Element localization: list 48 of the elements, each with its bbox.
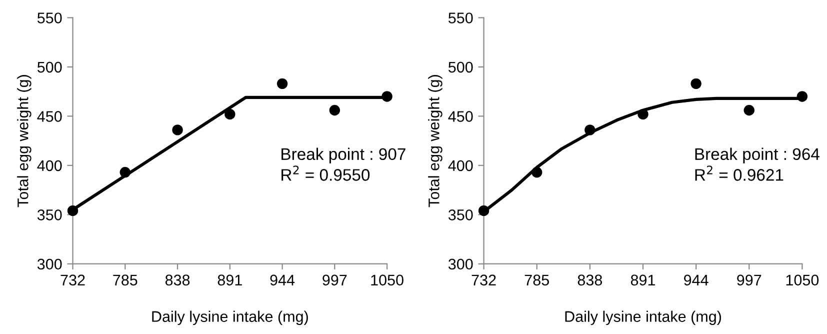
point [744, 104, 754, 116]
x-tick-label: 1050 [371, 274, 404, 286]
y-tick-label: 300 [448, 258, 473, 270]
y-tick-label: 350 [448, 209, 473, 220]
y-axis-title: Total egg weight (g) [428, 75, 442, 208]
point [478, 205, 490, 216]
y-tick-label: 400 [448, 160, 473, 172]
point [67, 205, 78, 216]
x-tick-label: 785 [113, 274, 138, 286]
annotation: Break point : 964 [695, 148, 820, 164]
y-tick-label: 500 [37, 62, 62, 73]
point [584, 124, 596, 136]
y-tick-label: 450 [448, 111, 473, 122]
y-tick-label: 400 [37, 160, 62, 172]
point [690, 78, 702, 90]
x-tick-label: 785 [524, 274, 549, 286]
x-tick-label: 997 [737, 274, 762, 286]
x-tick-label: 838 [578, 274, 602, 286]
annotation: Break point : 907 [282, 148, 406, 164]
point [120, 166, 131, 178]
y-tick-label: 350 [37, 209, 62, 220]
point [532, 166, 542, 178]
annotation: R$^{2}$ = 0.9621 [695, 166, 784, 181]
x-axis-title: Daily lysine intake (mg) [152, 310, 308, 325]
point [638, 108, 648, 120]
x-tick-label: 838 [165, 274, 190, 286]
x-tick-label: 944 [684, 274, 708, 286]
y-tick-label: 450 [37, 111, 62, 122]
point [796, 91, 808, 102]
point [224, 108, 236, 120]
y-tick-label: 550 [37, 12, 62, 24]
y-tick-label: 300 [37, 258, 62, 270]
x-tick-label: 891 [218, 274, 242, 286]
point [382, 91, 392, 102]
x-tick-label: 891 [630, 274, 655, 286]
point [172, 124, 183, 136]
point [276, 78, 288, 90]
point [329, 104, 340, 116]
x-tick-label: 1050 [786, 274, 819, 286]
x-tick-label: 732 [472, 274, 496, 286]
y-tick-label: 550 [448, 12, 473, 24]
y-axis-title: Total egg weight (g) [17, 75, 32, 208]
y-tick-label: 500 [448, 62, 473, 73]
x-tick-label: 944 [270, 274, 295, 286]
x-axis-title: Daily lysine intake (mg) [565, 310, 722, 325]
annotation: R$^{2}$ = 0.9550 [282, 166, 370, 181]
x-tick-label: 732 [60, 274, 85, 286]
x-tick-label: 997 [322, 274, 347, 286]
